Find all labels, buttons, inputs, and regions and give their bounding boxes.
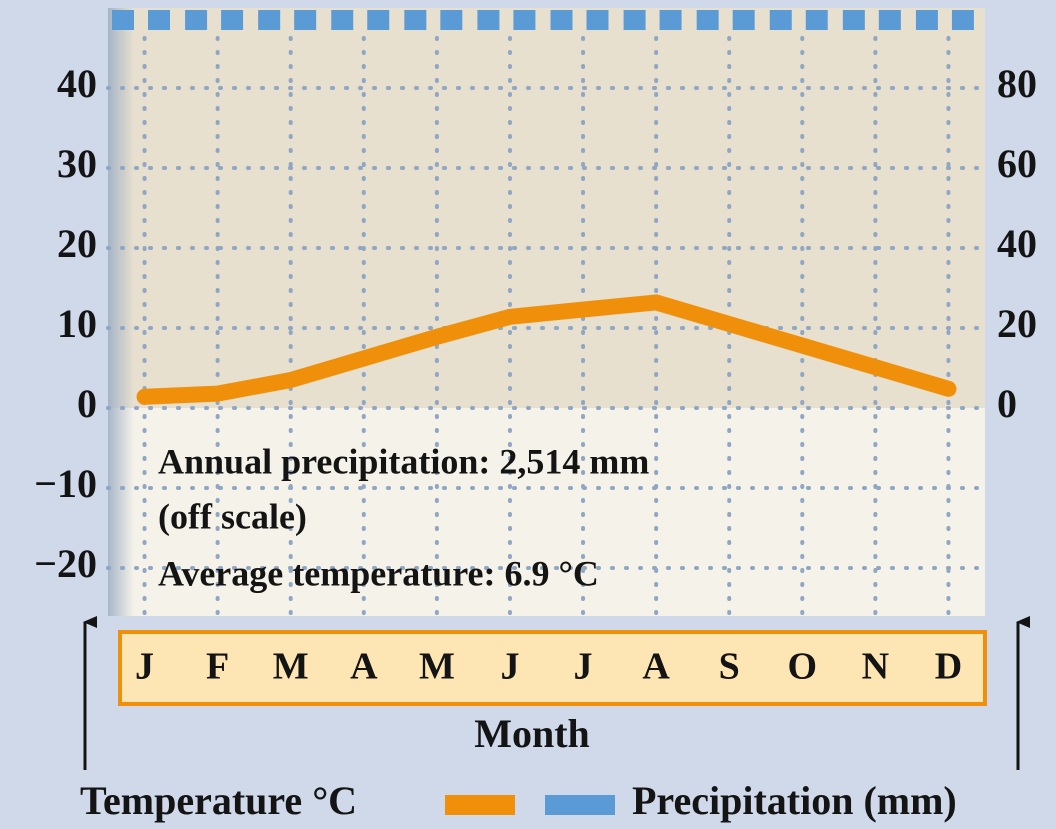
annotation: Annual precipitation: 2,514 mm <box>158 441 649 481</box>
y-tick-label: 10 <box>57 301 97 346</box>
y-tick-label: 30 <box>57 141 97 186</box>
y-tick-label: −10 <box>34 461 97 506</box>
x-axis-label: Month <box>474 711 590 756</box>
y-tick-label: −20 <box>34 541 97 586</box>
x-tick-label: S <box>719 646 740 688</box>
y-tick-label: 20 <box>57 221 97 266</box>
y-tick-label: 40 <box>57 61 97 106</box>
x-tick-label: J <box>574 646 593 688</box>
x-tick-label: N <box>862 646 889 688</box>
legend-swatch <box>445 795 515 815</box>
plot-lower <box>108 408 985 616</box>
legend-label: Precipitation (mm) <box>632 778 957 823</box>
plot-shade <box>108 8 134 616</box>
annotation: Average temperature: 6.9 °C <box>158 553 599 593</box>
x-tick-label: M <box>273 646 309 688</box>
annotation: (off scale) <box>158 496 307 536</box>
grid <box>106 36 987 618</box>
legend-label: Temperature °C <box>80 778 357 823</box>
y2-tick-label: 20 <box>997 301 1037 346</box>
x-tick-label: J <box>135 646 154 688</box>
marks <box>112 10 981 405</box>
x-tick-label: D <box>935 646 962 688</box>
x-tick-label: A <box>642 646 670 688</box>
y2-tick-label: 60 <box>997 141 1037 186</box>
temperature-line <box>136 294 957 405</box>
y2-tick-label: 80 <box>997 61 1037 106</box>
x-tick-label: J <box>500 646 519 688</box>
y-tick-label: 0 <box>77 381 97 426</box>
plot-upper <box>108 8 985 408</box>
x-tick-label: M <box>419 646 455 688</box>
x-tick-label: F <box>206 646 229 688</box>
y2-tick-label: 0 <box>997 381 1017 426</box>
y2-tick-label: 40 <box>997 221 1037 266</box>
legend-swatch <box>545 795 615 815</box>
x-tick-label: O <box>788 646 818 688</box>
x-tick-label: A <box>350 646 378 688</box>
plot-background <box>108 8 985 616</box>
month-box <box>118 630 987 706</box>
